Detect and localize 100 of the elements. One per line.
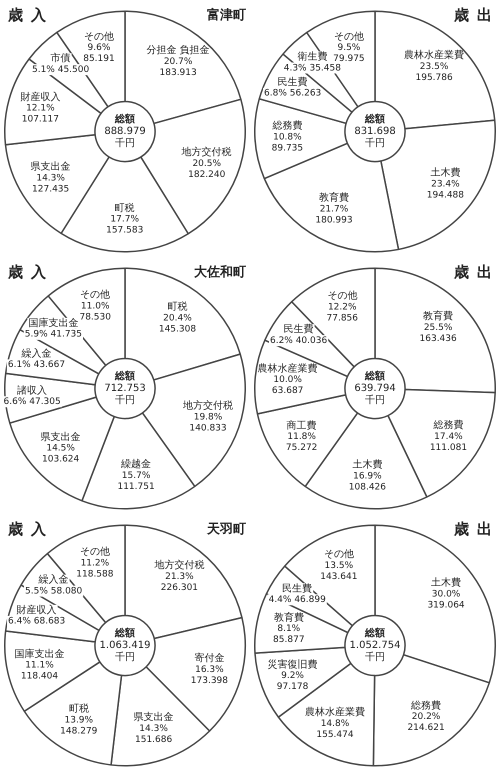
chart-title: 歳出 — [454, 520, 500, 539]
slice-label: 県支出金 — [40, 430, 81, 443]
slice-label: 財産収入 — [20, 90, 60, 103]
slice-label: 商工費 — [286, 419, 317, 432]
chart-subtitle: 大佐和町 — [194, 264, 246, 281]
slice-label: 総務費 — [410, 700, 442, 712]
slice-label: 繰入金 — [38, 574, 69, 586]
data-label: 14.3% 127.435 — [32, 174, 70, 194]
data-label: 5.1% 45.500 — [32, 64, 90, 75]
slice-label: 町税 — [167, 300, 188, 313]
slice-label: 農林水産業費 — [304, 706, 365, 718]
slice-label: 寄付金 — [194, 652, 224, 664]
slice-label: 町税 — [68, 702, 89, 715]
data-label: 5.5% 58.080 — [25, 586, 83, 596]
chart-title: 歳出 — [454, 6, 500, 25]
data-label: 12.1% 107.117 — [22, 104, 59, 125]
slice-label: 土木費 — [430, 166, 460, 179]
data-label: 9.6% 85.191 — [83, 43, 115, 64]
slice-label: その他 — [84, 30, 114, 42]
slice-label: 総務費 — [432, 419, 464, 432]
slice-label: 農林水産業費 — [404, 49, 464, 62]
data-label: 14.3% 151.686 — [134, 724, 172, 745]
data-label: 20.2% 214.621 — [407, 712, 445, 734]
data-label: 21.3% 226.301 — [160, 572, 198, 593]
slice-label: 農林水産業費 — [258, 362, 318, 374]
slice-label: 分担金 負担金 — [146, 44, 210, 56]
data-label: 20.5% 182.240 — [188, 158, 226, 180]
text: 総額 1.063.419 千円 — [100, 627, 150, 664]
slice-label: 土木費 — [352, 458, 382, 471]
slice-label: その他 — [327, 290, 358, 302]
data-label: 21.7% 180.993 — [315, 204, 353, 226]
data-label: 6.2% 40.036 — [270, 336, 328, 346]
data-label: 20.7% 183.913 — [160, 56, 197, 78]
data-label: 6.4% 68.683 — [8, 616, 66, 627]
slice-label: 地方交付税 — [182, 400, 234, 412]
chart-title: 歳出 — [454, 263, 500, 282]
chart-title: 歳入 — [8, 520, 54, 539]
data-label: 25.5% 163.436 — [420, 322, 458, 344]
text: 総額 639.794 千円 — [354, 370, 396, 406]
slice-label: 民生費 — [282, 582, 312, 594]
slice-label: 地方交付税 — [153, 559, 204, 572]
slice-label: 国庫支出金 — [14, 648, 64, 660]
slice-label: 衛生費 — [297, 50, 328, 63]
data-label: 10.0% 63.687 — [272, 375, 304, 396]
slice-label: 民生費 — [284, 323, 314, 336]
slice-label: 繰入金 — [20, 347, 52, 360]
data-label: 30.0% 319.064 — [427, 589, 465, 610]
data-label: 17.4% 111.081 — [430, 432, 468, 453]
data-label: 17.7% 157.583 — [106, 214, 144, 236]
slice-label: 県支出金 — [30, 160, 71, 173]
data-label: 20.4% 145.308 — [158, 313, 196, 334]
slice-label: その他 — [80, 546, 110, 558]
data-label: 6.8% 56.263 — [264, 88, 322, 99]
data-label: 13.9% 148.279 — [60, 715, 98, 736]
data-label: 23.5% 195.786 — [415, 62, 453, 83]
data-label: 11.2% 118.588 — [76, 558, 114, 580]
text: 総額 712.753 千円 — [104, 370, 146, 406]
slice-label: 国庫支出金 — [28, 316, 78, 329]
data-label: 11.1% 118.404 — [20, 660, 58, 682]
data-label: 16.9% 108.426 — [348, 471, 386, 492]
slice-label: 土木費 — [431, 576, 462, 589]
data-label: 11.8% 75.272 — [286, 432, 318, 454]
slice-label: その他 — [334, 30, 364, 42]
data-label: 6.1% 43.667 — [8, 360, 66, 370]
slice-label: 民生費 — [278, 76, 308, 88]
data-label: 6.6% 47.305 — [4, 397, 61, 408]
data-label: 12.2% 77.856 — [326, 302, 358, 324]
data-label: 5.9% 41.735 — [24, 330, 82, 340]
text: 総額 888.979 千円 — [104, 113, 146, 150]
slice-label: 総務費 — [271, 120, 302, 132]
data-label: 19.8% 140.833 — [189, 412, 227, 434]
slice-label: 市債 — [50, 52, 71, 64]
text: 総額 831.698 千円 — [354, 113, 396, 150]
slice-label: 財産収入 — [16, 604, 57, 616]
slice-label: 地方交付税 — [180, 146, 232, 158]
data-label: 11.0% 78.530 — [79, 301, 112, 322]
slice-label: 教育費 — [423, 310, 454, 322]
data-label: 9.2% 97.178 — [276, 671, 309, 692]
slice-label: その他 — [80, 288, 110, 301]
chart-title: 歳入 — [8, 263, 54, 282]
chart-subtitle: 天羽町 — [207, 521, 246, 538]
data-label: 8.1% 85.877 — [273, 624, 305, 646]
slice-label: 繰越金 — [120, 458, 152, 470]
text: 総額 1.052.754 千円 — [350, 627, 400, 664]
data-label: 9.5% 79.975 — [333, 43, 365, 64]
slice-label: その他 — [324, 548, 354, 560]
data-label: 13.5% 143.641 — [320, 560, 358, 582]
chart-title: 歳入 — [8, 6, 54, 25]
slice-label: 教育費 — [318, 192, 349, 204]
slice-label: 町税 — [114, 202, 135, 214]
slice-label: 県支出金 — [134, 711, 174, 724]
data-label: 14.8% 155.474 — [316, 718, 354, 740]
data-label: 4.4% 46.899 — [268, 595, 326, 606]
data-label: 4.3% 35.458 — [284, 63, 342, 74]
data-label: 10.8% 89.735 — [272, 132, 304, 154]
slice-label: 諸収入 — [17, 384, 48, 396]
data-label: 15.7% 111.751 — [117, 470, 155, 492]
slice-label: 教育費 — [274, 611, 304, 624]
chart-subtitle: 富津町 — [207, 6, 246, 24]
data-label: 23.4% 194.488 — [426, 179, 464, 200]
